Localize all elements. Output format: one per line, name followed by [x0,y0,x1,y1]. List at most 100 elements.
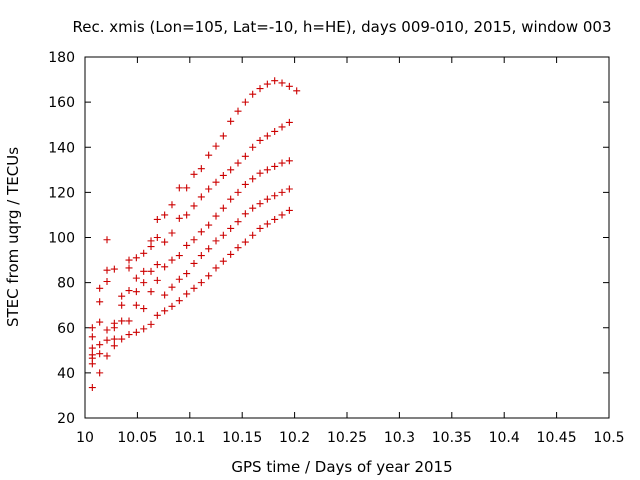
data-point [110,342,118,350]
data-point [147,267,155,275]
data-point [103,336,111,344]
data-point [103,352,111,360]
data-point [234,218,242,226]
data-point [153,276,161,284]
data-point [241,210,249,218]
data-point [140,249,148,257]
data-point [278,188,286,196]
data-point [256,85,264,93]
data-point [219,132,227,140]
data-points [88,77,301,392]
data-point [125,256,133,264]
x-tick-label: 10.15 [222,430,262,446]
data-point [140,267,148,275]
data-point [118,292,126,300]
data-point [234,159,242,167]
data-point [183,184,191,192]
data-point [96,298,104,306]
data-point [168,201,176,209]
data-point [205,245,213,253]
x-tick-label: 10.45 [537,430,577,446]
y-tick-label: 100 [48,231,75,247]
data-point [227,224,235,232]
x-tick-label: 10.25 [327,430,367,446]
y-axis-label: STEC from uqrg / TECUs [4,147,22,327]
data-point [140,325,148,333]
data-point [118,317,126,325]
data-point [263,220,271,228]
data-point [147,288,155,296]
data-point [175,184,183,192]
x-axis-label: GPS time / Days of year 2015 [231,458,452,476]
data-point [132,274,140,282]
data-point [249,143,257,151]
data-point [205,272,213,280]
data-point [197,252,205,260]
data-point [256,136,264,144]
x-tick-label: 10.35 [432,430,472,446]
data-point [132,328,140,336]
data-point [161,211,169,219]
data-point [285,157,293,165]
data-point [285,118,293,126]
data-point [212,178,220,186]
data-point [241,152,249,160]
data-point [168,283,176,291]
data-point [183,241,191,249]
x-tick-label: 10.3 [384,430,415,446]
y-tick-label: 60 [57,321,75,337]
data-point [161,238,169,246]
data-point [88,333,96,341]
y-tick-label: 160 [48,95,75,111]
data-point [219,257,227,265]
data-point [212,212,220,220]
chart-title: Rec. xmis (Lon=105, Lat=-10, h=HE), days… [72,18,611,36]
data-point [161,307,169,315]
data-point [125,331,133,339]
data-point [241,180,249,188]
data-point [256,200,264,208]
data-point [241,98,249,106]
data-point [278,211,286,219]
data-point [234,107,242,115]
y-tick-label: 180 [48,50,75,66]
data-point [241,238,249,246]
data-point [183,270,191,278]
data-point [110,335,118,343]
data-point [227,250,235,258]
data-point [103,236,111,244]
data-point [168,229,176,237]
data-point [263,166,271,174]
data-point [219,171,227,179]
data-point [132,288,140,296]
data-point [140,305,148,313]
data-point [175,214,183,222]
data-point [271,192,279,200]
data-point [103,266,111,274]
data-point [88,324,96,332]
data-point [190,259,198,267]
data-point [271,127,279,135]
data-point [249,204,257,212]
data-point [153,215,161,223]
data-point [140,279,148,287]
data-point [197,228,205,236]
data-point [118,335,126,343]
data-point [88,384,96,392]
data-point [175,275,183,283]
data-point [96,369,104,377]
x-tick-label: 10.05 [117,430,157,446]
data-point [153,261,161,269]
data-point [96,318,104,326]
x-tick-label: 10.1 [174,430,205,446]
data-point [249,90,257,98]
data-point [219,231,227,239]
data-point [256,224,264,232]
data-point [168,256,176,264]
data-point [110,265,118,273]
data-point [271,162,279,170]
data-point [190,284,198,292]
data-point [197,193,205,201]
data-point [161,263,169,271]
